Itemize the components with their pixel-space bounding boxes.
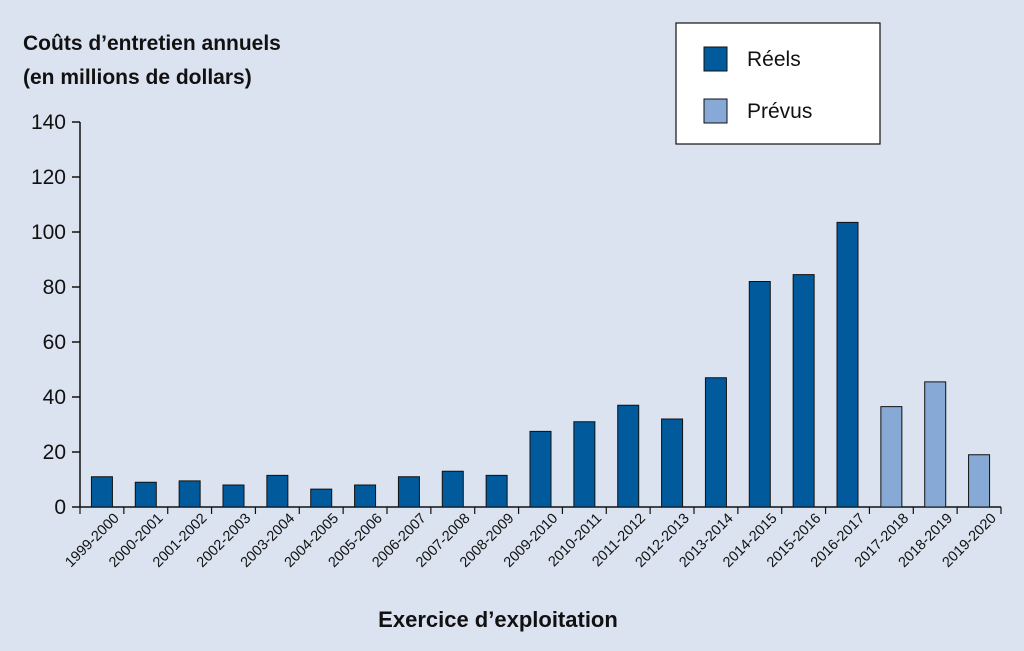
y-axis-label-line-1: Coûts d’entretien annuels — [23, 32, 281, 55]
y-tick-label: 0 — [54, 496, 66, 519]
y-ticks: 0 20 40 60 80 100 120 140 — [31, 111, 80, 519]
y-tick-label: 140 — [31, 111, 66, 134]
bar-2016-2017 — [836, 221, 859, 508]
bars — [90, 221, 991, 508]
bar-2014-2015 — [748, 281, 771, 508]
bar-2008-2009 — [485, 474, 508, 508]
bar-2010-2011 — [573, 421, 596, 508]
bar-2005-2006 — [354, 484, 377, 508]
bar-2015-2016 — [792, 274, 815, 508]
legend-swatch-actual — [703, 46, 728, 72]
bar-2019-2020 — [968, 454, 991, 508]
bar-2003-2004 — [266, 474, 289, 508]
bar-2002-2003 — [222, 484, 245, 508]
bar-2017-2018 — [880, 406, 903, 508]
legend: Réels Prévus — [675, 22, 881, 145]
bar-2004-2005 — [310, 488, 333, 508]
bar-2009-2010 — [529, 430, 552, 508]
bar-2001-2002 — [178, 480, 201, 508]
y-tick-label: 120 — [31, 166, 66, 189]
bar-2000-2001 — [134, 481, 157, 508]
legend-box — [675, 22, 881, 145]
y-tick-label: 40 — [43, 386, 66, 409]
legend-label-planned: Prévus — [747, 100, 812, 123]
y-tick-label: 60 — [43, 331, 66, 354]
bar-2018-2019 — [924, 381, 947, 508]
bar-1999-2000 — [90, 476, 113, 508]
x-ticks: 1999-20002000-20012001-20022002-20032003… — [62, 507, 1002, 571]
x-axis-label: Exercice d’exploitation — [378, 607, 618, 632]
y-tick-label: 20 — [43, 441, 66, 464]
bar-2007-2008 — [441, 470, 464, 508]
legend-swatch-planned — [703, 98, 728, 124]
bar-2012-2013 — [661, 418, 684, 508]
bar-2011-2012 — [617, 404, 640, 508]
bar-2013-2014 — [704, 377, 727, 508]
legend-label-actual: Réels — [747, 48, 801, 71]
y-tick-label: 80 — [43, 276, 66, 299]
y-axis-label-line-2: (en millions de dollars) — [23, 66, 252, 89]
bar-2006-2007 — [397, 476, 420, 508]
y-tick-label: 100 — [31, 221, 66, 244]
